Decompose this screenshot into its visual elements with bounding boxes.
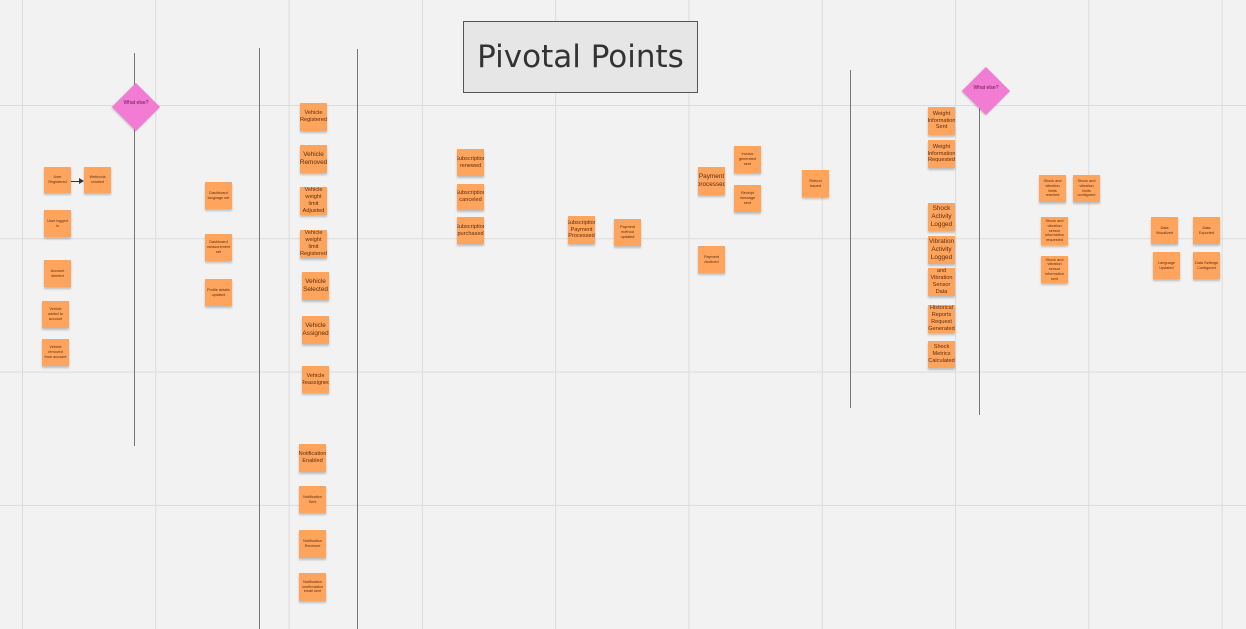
sticky-note[interactable]: Notification confirmation email sent — [299, 573, 326, 601]
arrow-head-icon — [79, 178, 84, 184]
divider-line[interactable] — [134, 53, 135, 446]
pivot-diamond[interactable] — [111, 82, 161, 132]
sticky-note[interactable]: Data Visualized — [1151, 217, 1178, 244]
sticky-note[interactable]: Payment declined — [698, 246, 725, 273]
sticky-note[interactable]: Invoice generated sent — [734, 146, 761, 173]
divider-line[interactable] — [850, 70, 851, 408]
sticky-note[interactable]: Subscription canceled — [457, 184, 484, 210]
sticky-note[interactable]: Webhook created — [84, 167, 111, 193]
sticky-note[interactable]: Subscription purchased — [457, 217, 484, 244]
sticky-note[interactable]: Profile details updated — [205, 279, 232, 306]
sticky-note[interactable]: Notification Sent — [299, 486, 326, 513]
sticky-note[interactable]: Vehicle Removed — [300, 145, 327, 173]
sticky-note[interactable]: Vehicle removed from account — [42, 339, 69, 366]
sticky-note[interactable]: Shock and vibration limits reached — [1039, 175, 1066, 202]
sticky-note[interactable]: Dashboard measurement set — [205, 234, 232, 261]
sticky-note[interactable]: Subscription Payment Processed — [568, 216, 595, 244]
sticky-note[interactable]: Shock and vibration limits configured — [1073, 175, 1100, 202]
sticky-note[interactable]: Payment method updated — [614, 219, 641, 246]
sticky-note[interactable]: Payment processed — [698, 167, 725, 195]
sticky-note[interactable]: Shock and vibration sensor information s… — [1041, 256, 1068, 283]
sticky-note[interactable]: Vehicle Selected — [302, 272, 329, 300]
sticky-note[interactable]: Receipt message sent — [734, 185, 761, 212]
sticky-note[interactable]: Vehicle Registered — [300, 103, 327, 131]
sticky-note[interactable]: Shock Activity Logged — [928, 203, 955, 231]
sticky-note[interactable]: Subscription renewed — [457, 149, 484, 176]
board-title[interactable]: Pivotal Points — [463, 21, 698, 93]
divider-line[interactable] — [979, 90, 980, 415]
sticky-note[interactable]: Dashboard language set — [205, 182, 232, 209]
sticky-note[interactable]: Historical Reports Request Generated — [928, 305, 955, 333]
sticky-note[interactable]: User logged in — [44, 210, 71, 237]
diamond-label: What else? — [123, 100, 149, 106]
sticky-note[interactable]: Vehicle weight limit Adjusted — [300, 187, 327, 215]
sticky-note[interactable]: Shock and vibration sensor information r… — [1041, 217, 1068, 245]
diamond-label: What else? — [973, 85, 999, 91]
sticky-note[interactable]: Weight Information Requested — [928, 140, 955, 168]
divider-line[interactable] — [259, 48, 260, 629]
sticky-note[interactable]: Shock and Vibration Sensor Data Analyzed — [928, 268, 955, 296]
sticky-note[interactable]: Vehicle added to account — [42, 301, 69, 328]
sticky-note[interactable]: Refund issued — [802, 170, 829, 197]
sticky-note[interactable]: Vibration Activity Logged — [928, 236, 955, 264]
sticky-note[interactable]: Vehicle weight limit Registered — [300, 230, 327, 258]
divider-line[interactable] — [357, 49, 358, 629]
connector-arrow[interactable] — [71, 181, 79, 182]
sticky-note[interactable]: Weight Information Sent — [928, 107, 955, 135]
sticky-note[interactable]: Data Exported — [1193, 217, 1220, 244]
sticky-note[interactable]: Account deleted — [44, 260, 71, 287]
sticky-note[interactable]: Language Updated — [1153, 252, 1180, 279]
sticky-note[interactable]: Notification Enabled — [299, 444, 326, 472]
sticky-note[interactable]: Vehicle Assigned — [302, 316, 329, 344]
sticky-note[interactable]: Vehicle Reassigned — [302, 366, 329, 393]
sticky-note[interactable]: Data Settings Configured — [1193, 252, 1220, 279]
sticky-note[interactable]: Shock Metrics Calculated — [928, 341, 955, 368]
sticky-note[interactable]: Notification Received — [299, 530, 326, 558]
sticky-note[interactable]: User Registered — [44, 167, 71, 193]
